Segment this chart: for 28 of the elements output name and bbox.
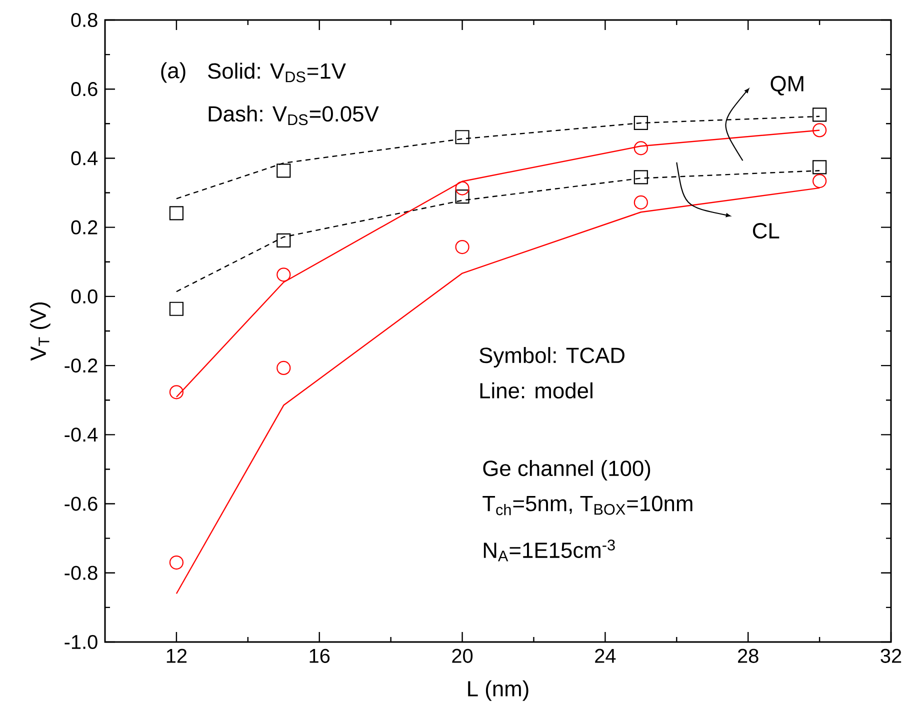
x-tick-label: 32 [880, 648, 902, 663]
annotation: T$_{ch}$=5nm, T$_{BOX}$=10nm [482, 496, 692, 516]
y-axis-title: V$_{T}$ (V) [30, 302, 50, 361]
y-tick-label: 0.0 [71, 289, 98, 304]
annotation: Solid: V$_{DS}$=1V [208, 62, 346, 82]
y-tick-label: -0.2 [64, 358, 98, 373]
x-axis-title: L (nm) [468, 680, 528, 701]
x-tick-label: 28 [738, 648, 758, 663]
y-tick-label: 0.8 [71, 12, 98, 28]
x-tick-label: 20 [452, 648, 473, 663]
annotation: N$_{A}$=1E15cm$^{-3}$ [484, 540, 615, 562]
y-tick-label: -0.8 [64, 566, 98, 580]
annotation: QM [770, 76, 804, 96]
annotation: (a) [161, 62, 186, 83]
x-tick-label: 16 [310, 648, 330, 663]
y-tick-label: 0.4 [71, 151, 98, 166]
x-tick-label: 12 [166, 648, 187, 663]
annotation: Line: model [480, 382, 592, 398]
y-tick-label: 0.6 [71, 82, 98, 96]
y-tick-label: -0.4 [64, 428, 98, 442]
y-tick-label: 0.2 [71, 220, 98, 234]
x-tick-label: 24 [595, 648, 616, 663]
annotation: Ge channel (100) [483, 460, 650, 480]
annotation: CL [752, 223, 780, 239]
annotation: Dash: V$_{DS}$=0.05V [208, 106, 379, 126]
y-tick-label: -0.6 [64, 496, 98, 511]
y-tick-label: -1.0 [64, 634, 98, 650]
annotation: Symbol: TCAD [480, 347, 624, 368]
